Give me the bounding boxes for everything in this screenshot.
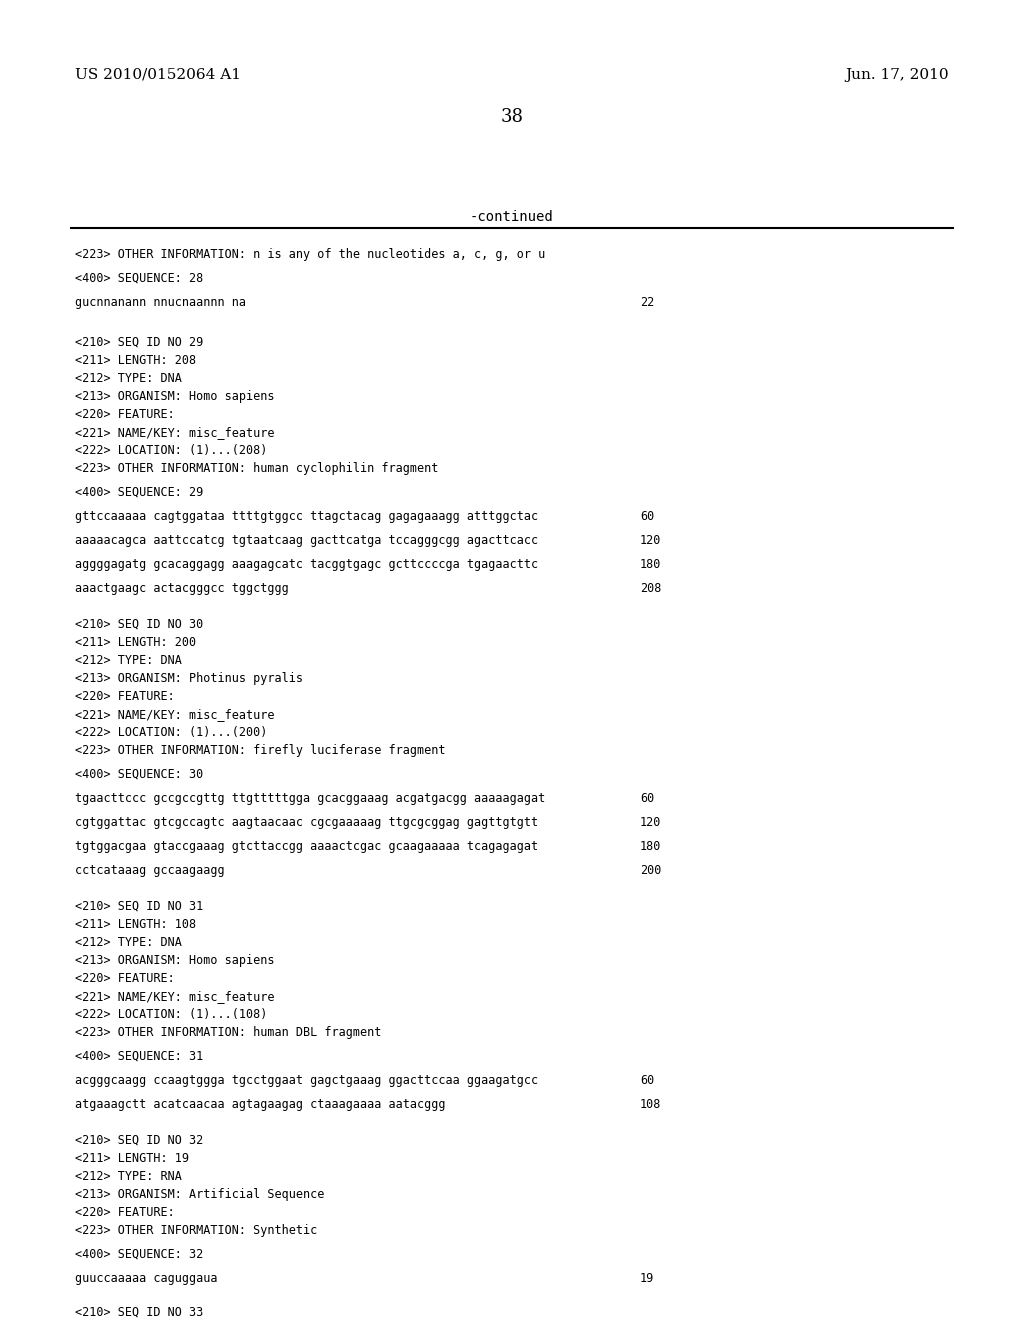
Text: <210> SEQ ID NO 30: <210> SEQ ID NO 30 <box>75 618 203 631</box>
Text: <213> ORGANISM: Homo sapiens: <213> ORGANISM: Homo sapiens <box>75 389 274 403</box>
Text: tgaacttccc gccgccgttg ttgtttttgga gcacggaaag acgatgacgg aaaaagagat: tgaacttccc gccgccgttg ttgtttttgga gcacgg… <box>75 792 545 805</box>
Text: <210> SEQ ID NO 31: <210> SEQ ID NO 31 <box>75 900 203 913</box>
Text: cctcataaag gccaagaagg: cctcataaag gccaagaagg <box>75 865 224 876</box>
Text: <210> SEQ ID NO 29: <210> SEQ ID NO 29 <box>75 337 203 348</box>
Text: <223> OTHER INFORMATION: Synthetic: <223> OTHER INFORMATION: Synthetic <box>75 1224 317 1237</box>
Text: 208: 208 <box>640 582 662 595</box>
Text: 19: 19 <box>640 1272 654 1284</box>
Text: <222> LOCATION: (1)...(208): <222> LOCATION: (1)...(208) <box>75 444 267 457</box>
Text: acgggcaagg ccaagtggga tgcctggaat gagctgaaag ggacttccaa ggaagatgcc: acgggcaagg ccaagtggga tgcctggaat gagctga… <box>75 1074 539 1086</box>
Text: Jun. 17, 2010: Jun. 17, 2010 <box>846 69 949 82</box>
Text: <213> ORGANISM: Photinus pyralis: <213> ORGANISM: Photinus pyralis <box>75 672 303 685</box>
Text: <400> SEQUENCE: 31: <400> SEQUENCE: 31 <box>75 1049 203 1063</box>
Text: <211> LENGTH: 19: <211> LENGTH: 19 <box>75 1152 189 1166</box>
Text: <220> FEATURE:: <220> FEATURE: <box>75 408 175 421</box>
Text: <220> FEATURE:: <220> FEATURE: <box>75 690 175 704</box>
Text: <213> ORGANISM: Artificial Sequence: <213> ORGANISM: Artificial Sequence <box>75 1188 325 1201</box>
Text: 120: 120 <box>640 816 662 829</box>
Text: 200: 200 <box>640 865 662 876</box>
Text: <221> NAME/KEY: misc_feature: <221> NAME/KEY: misc_feature <box>75 990 274 1003</box>
Text: cgtggattac gtcgccagtc aagtaacaac cgcgaaaaag ttgcgcggag gagttgtgtt: cgtggattac gtcgccagtc aagtaacaac cgcgaaa… <box>75 816 539 829</box>
Text: 38: 38 <box>501 108 523 125</box>
Text: 60: 60 <box>640 792 654 805</box>
Text: aaactgaagc actacgggcc tggctggg: aaactgaagc actacgggcc tggctggg <box>75 582 289 595</box>
Text: tgtggacgaa gtaccgaaag gtcttaccgg aaaactcgac gcaagaaaaa tcagagagat: tgtggacgaa gtaccgaaag gtcttaccgg aaaactc… <box>75 840 539 853</box>
Text: <212> TYPE: RNA: <212> TYPE: RNA <box>75 1170 182 1183</box>
Text: <223> OTHER INFORMATION: human DBL fragment: <223> OTHER INFORMATION: human DBL fragm… <box>75 1026 381 1039</box>
Text: <221> NAME/KEY: misc_feature: <221> NAME/KEY: misc_feature <box>75 708 274 721</box>
Text: <220> FEATURE:: <220> FEATURE: <box>75 972 175 985</box>
Text: 108: 108 <box>640 1098 662 1111</box>
Text: gucnnanann nnucnaannn na: gucnnanann nnucnaannn na <box>75 296 246 309</box>
Text: <211> LENGTH: 200: <211> LENGTH: 200 <box>75 636 197 649</box>
Text: <222> LOCATION: (1)...(200): <222> LOCATION: (1)...(200) <box>75 726 267 739</box>
Text: <400> SEQUENCE: 30: <400> SEQUENCE: 30 <box>75 768 203 781</box>
Text: 180: 180 <box>640 840 662 853</box>
Text: aggggagatg gcacaggagg aaagagcatc tacggtgagc gcttccccga tgagaacttc: aggggagatg gcacaggagg aaagagcatc tacggtg… <box>75 558 539 572</box>
Text: gttccaaaaa cagtggataa ttttgtggcc ttagctacag gagagaaagg atttggctac: gttccaaaaa cagtggataa ttttgtggcc ttagcta… <box>75 510 539 523</box>
Text: <212> TYPE: DNA: <212> TYPE: DNA <box>75 372 182 385</box>
Text: <221> NAME/KEY: misc_feature: <221> NAME/KEY: misc_feature <box>75 426 274 440</box>
Text: aaaaacagca aattccatcg tgtaatcaag gacttcatga tccagggcgg agacttcacc: aaaaacagca aattccatcg tgtaatcaag gacttca… <box>75 535 539 546</box>
Text: <223> OTHER INFORMATION: n is any of the nucleotides a, c, g, or u: <223> OTHER INFORMATION: n is any of the… <box>75 248 545 261</box>
Text: <211> LENGTH: 108: <211> LENGTH: 108 <box>75 917 197 931</box>
Text: <213> ORGANISM: Homo sapiens: <213> ORGANISM: Homo sapiens <box>75 954 274 968</box>
Text: <223> OTHER INFORMATION: human cyclophilin fragment: <223> OTHER INFORMATION: human cyclophil… <box>75 462 438 475</box>
Text: guuccaaaaa caguggaua: guuccaaaaa caguggaua <box>75 1272 217 1284</box>
Text: <210> SEQ ID NO 32: <210> SEQ ID NO 32 <box>75 1134 203 1147</box>
Text: 180: 180 <box>640 558 662 572</box>
Text: 120: 120 <box>640 535 662 546</box>
Text: 22: 22 <box>640 296 654 309</box>
Text: 60: 60 <box>640 510 654 523</box>
Text: <220> FEATURE:: <220> FEATURE: <box>75 1206 175 1218</box>
Text: <223> OTHER INFORMATION: firefly luciferase fragment: <223> OTHER INFORMATION: firefly lucifer… <box>75 744 445 756</box>
Text: <400> SEQUENCE: 32: <400> SEQUENCE: 32 <box>75 1247 203 1261</box>
Text: <211> LENGTH: 208: <211> LENGTH: 208 <box>75 354 197 367</box>
Text: <222> LOCATION: (1)...(108): <222> LOCATION: (1)...(108) <box>75 1008 267 1020</box>
Text: US 2010/0152064 A1: US 2010/0152064 A1 <box>75 69 241 82</box>
Text: <210> SEQ ID NO 33: <210> SEQ ID NO 33 <box>75 1305 203 1319</box>
Text: <212> TYPE: DNA: <212> TYPE: DNA <box>75 936 182 949</box>
Text: 60: 60 <box>640 1074 654 1086</box>
Text: <400> SEQUENCE: 29: <400> SEQUENCE: 29 <box>75 486 203 499</box>
Text: <212> TYPE: DNA: <212> TYPE: DNA <box>75 653 182 667</box>
Text: <400> SEQUENCE: 28: <400> SEQUENCE: 28 <box>75 272 203 285</box>
Text: -continued: -continued <box>470 210 554 224</box>
Text: atgaaagctt acatcaacaa agtagaagag ctaaagaaaa aatacggg: atgaaagctt acatcaacaa agtagaagag ctaaaga… <box>75 1098 445 1111</box>
